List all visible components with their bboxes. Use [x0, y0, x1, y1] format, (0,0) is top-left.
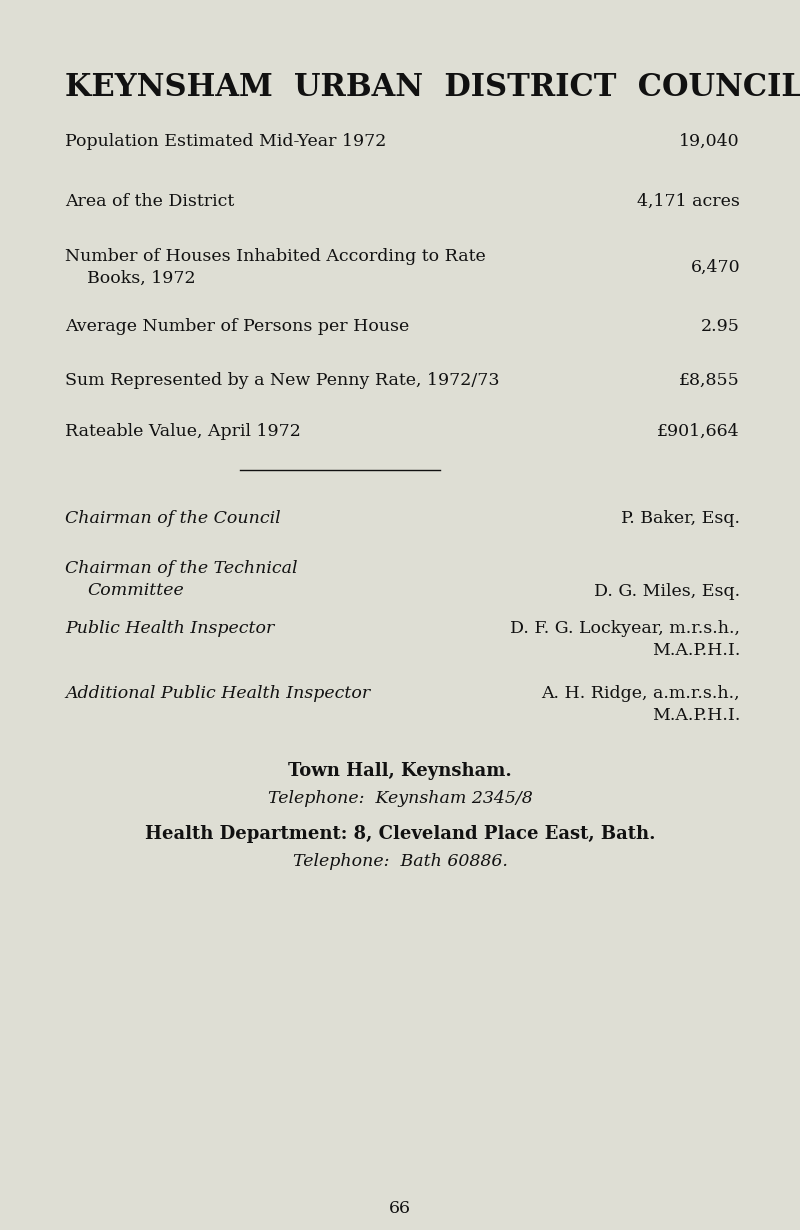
- Text: Health Department: 8, Cleveland Place East, Bath.: Health Department: 8, Cleveland Place Ea…: [145, 825, 655, 843]
- Text: D. F. G. Lockyear, m.r.s.h.,: D. F. G. Lockyear, m.r.s.h.,: [510, 620, 740, 637]
- Text: Public Health Inspector: Public Health Inspector: [65, 620, 274, 637]
- Text: Chairman of the Council: Chairman of the Council: [65, 510, 281, 526]
- Text: Telephone:  Keynsham 2345/8: Telephone: Keynsham 2345/8: [268, 790, 532, 807]
- Text: D. G. Miles, Esq.: D. G. Miles, Esq.: [594, 583, 740, 600]
- Text: 19,040: 19,040: [679, 133, 740, 150]
- Text: Number of Houses Inhabited According to Rate: Number of Houses Inhabited According to …: [65, 248, 486, 264]
- Text: Sum Represented by a New Penny Rate, 1972/73: Sum Represented by a New Penny Rate, 197…: [65, 371, 499, 389]
- Text: £8,855: £8,855: [679, 371, 740, 389]
- Text: Average Number of Persons per House: Average Number of Persons per House: [65, 319, 410, 335]
- Text: Rateable Value, April 1972: Rateable Value, April 1972: [65, 423, 301, 440]
- Text: 4,171 acres: 4,171 acres: [637, 193, 740, 210]
- Text: £901,664: £901,664: [658, 423, 740, 440]
- Text: Chairman of the Technical: Chairman of the Technical: [65, 560, 298, 577]
- Text: M.A.P.H.I.: M.A.P.H.I.: [652, 642, 740, 659]
- Text: 2.95: 2.95: [701, 319, 740, 335]
- Text: KEYNSHAM  URBAN  DISTRICT  COUNCIL: KEYNSHAM URBAN DISTRICT COUNCIL: [65, 73, 800, 103]
- Text: M.A.P.H.I.: M.A.P.H.I.: [652, 707, 740, 724]
- Text: Additional Public Health Inspector: Additional Public Health Inspector: [65, 685, 370, 702]
- Text: Area of the District: Area of the District: [65, 193, 234, 210]
- Text: Committee: Committee: [87, 582, 184, 599]
- Text: Telephone:  Bath 60886.: Telephone: Bath 60886.: [293, 852, 507, 870]
- Text: 66: 66: [389, 1200, 411, 1216]
- Text: Population Estimated Mid-Year 1972: Population Estimated Mid-Year 1972: [65, 133, 386, 150]
- Text: P. Baker, Esq.: P. Baker, Esq.: [621, 510, 740, 526]
- Text: Town Hall, Keynsham.: Town Hall, Keynsham.: [288, 763, 512, 780]
- Text: A. H. Ridge, a.m.r.s.h.,: A. H. Ridge, a.m.r.s.h.,: [542, 685, 740, 702]
- Text: Books, 1972: Books, 1972: [87, 271, 196, 287]
- Text: 6,470: 6,470: [690, 260, 740, 276]
